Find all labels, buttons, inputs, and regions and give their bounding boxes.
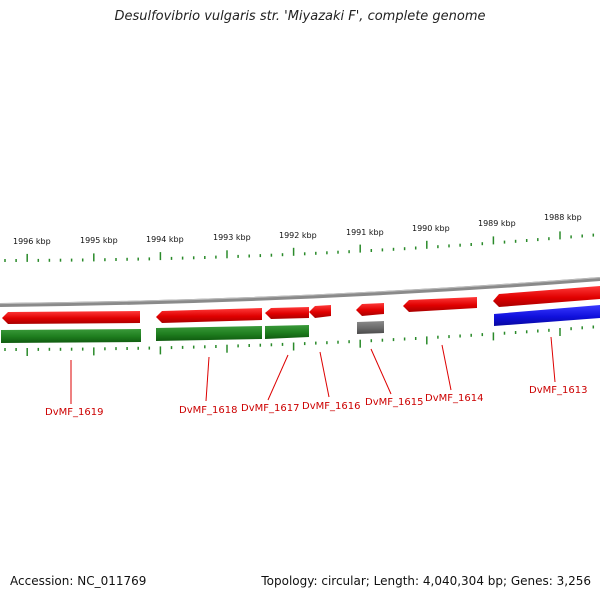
- map-title: Desulfovibrio vulgaris str. 'Miyazaki F'…: [114, 9, 486, 24]
- gene-arrow-dvmf-1615[interactable]: [356, 303, 384, 316]
- forward-strand-genes: [2, 286, 600, 324]
- gene-label[interactable]: DvMF_1617: [241, 403, 299, 414]
- gene-label[interactable]: DvMF_1616: [302, 401, 360, 412]
- kbp-tick-labels: 1996 kbp 1995 kbp 1994 kbp 1993 kbp 1992…: [13, 213, 582, 246]
- kbp-tick-label: 1991 kbp: [346, 228, 384, 237]
- outer-tick-row: [4, 231, 595, 262]
- cds-bar-dvmf-1619[interactable]: [1, 329, 141, 343]
- kbp-tick-label: 1996 kbp: [13, 237, 51, 246]
- inner-tick-row: [4, 325, 595, 356]
- gene-arrow-dvmf-1618[interactable]: [156, 308, 262, 323]
- gene-arrow-dvmf-1619[interactable]: [2, 311, 140, 324]
- genome-backbone-highlight: [0, 277, 600, 305]
- kbp-tick-label: 1988 kbp: [544, 213, 582, 222]
- gene-label[interactable]: DvMF_1615: [365, 397, 423, 408]
- gene-label-leaders: [70, 336, 556, 404]
- rna-bar-dvmf-1613[interactable]: [494, 305, 600, 326]
- gene-label[interactable]: DvMF_1619: [45, 407, 103, 418]
- kbp-tick-label: 1992 kbp: [279, 231, 317, 240]
- gene-arrow-dvmf-1617[interactable]: [265, 307, 309, 319]
- gene-arrow-dvmf-1613[interactable]: [493, 286, 600, 307]
- gene-label[interactable]: DvMF_1614: [425, 393, 483, 404]
- kbp-tick-label: 1993 kbp: [213, 233, 251, 242]
- accession-text: Accession: NC_011769: [10, 574, 147, 588]
- gene-label[interactable]: DvMF_1618: [179, 405, 237, 416]
- genome-summary-text: Topology: circular; Length: 4,040,304 bp…: [261, 574, 591, 588]
- genome-backbone: [0, 277, 600, 307]
- gene-label[interactable]: DvMF_1613: [529, 385, 587, 396]
- kbp-tick-label: 1989 kbp: [478, 219, 516, 228]
- feature-bar-dvmf-1615[interactable]: [357, 321, 384, 334]
- kbp-tick-label: 1995 kbp: [80, 236, 118, 245]
- gene-arrow-dvmf-1614[interactable]: [403, 297, 477, 312]
- gene-labels: DvMF_1619 DvMF_1618 DvMF_1617 DvMF_1616 …: [45, 385, 587, 418]
- cds-bar-dvmf-1618[interactable]: [156, 326, 262, 341]
- kbp-tick-label: 1994 kbp: [146, 235, 184, 244]
- gene-arrow-dvmf-1616[interactable]: [309, 305, 331, 318]
- kbp-tick-label: 1990 kbp: [412, 224, 450, 233]
- cds-bar-dvmf-1617[interactable]: [265, 325, 309, 339]
- feature-bars: [1, 305, 600, 343]
